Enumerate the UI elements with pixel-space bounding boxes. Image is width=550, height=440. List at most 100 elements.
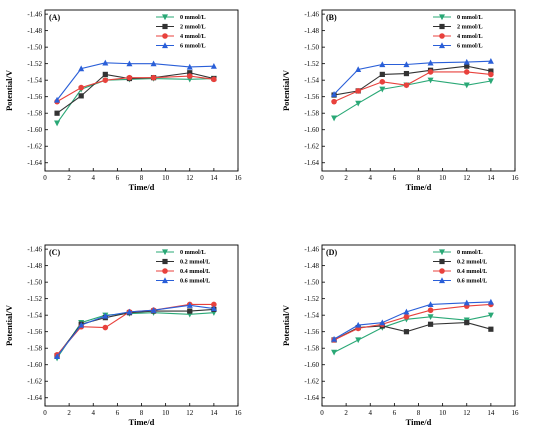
data-point [379,61,386,68]
x-tick-label: 10 [162,409,170,417]
data-point [54,353,61,360]
y-tick-label: -1.46 [304,11,319,19]
chart-panel-3: 0 2 4 6 8 10 12 14 16 -1.46 -1.48 -1.50 -1.52 -1.54 -1… [4,244,243,427]
data-point [464,320,470,326]
series-3 [54,73,217,105]
data-point [102,77,109,83]
data-point [150,307,157,313]
data-point [331,335,338,342]
y-tick-label: -1.60 [27,361,42,369]
legend-marker [439,33,445,39]
x-axis-title: Time/d [406,417,432,427]
chart-panel-4: 0 2 4 6 8 10 12 14 16 -1.46 -1.48 -1.50 -1.52 -1.54 -1… [281,244,519,427]
legend-marker [439,268,445,274]
data-point [427,307,434,314]
data-point [427,59,434,66]
y-tick-label: -1.52 [27,60,42,68]
x-tick-label: 0 [320,174,324,182]
x-tick-label: 16 [235,409,243,417]
legend-label: 0 mmol/L [457,249,483,256]
data-point [427,77,434,84]
legend-marker [439,277,445,284]
y-tick-label: -1.50 [27,279,42,287]
x-tick-label: 14 [487,409,495,417]
legend-label: 4 mmol/L [180,33,206,40]
y-axis-title: Potential/V [4,304,14,346]
data-point [102,71,108,77]
data-point [211,301,217,308]
data-point [78,65,85,72]
y-tick-label: -1.54 [304,312,319,320]
y-tick-label: -1.56 [304,93,319,101]
legend-label: 0.6 mmol/L [180,278,210,285]
legend-label: 2 mmol/L [457,24,483,31]
data-point [487,57,494,64]
x-axis-title: Time/d [129,182,155,192]
y-tick-label: -1.58 [27,110,42,118]
data-point [331,98,337,105]
series-2 [331,320,494,343]
data-point [102,312,109,319]
y-tick-label: -1.48 [27,27,42,35]
legend-marker [439,258,445,265]
data-point [403,329,410,335]
series-line [56,312,214,359]
legend: 0 mmol/L 0.2 mmol/L 0.4 mmol/L 0.6 mmol/L [433,249,487,285]
x-tick-label: 2 [67,409,71,417]
y-tick-label: -1.50 [27,44,42,52]
panel-label: (B) [326,13,337,22]
legend-label: 2 mmol/L [180,24,206,31]
data-point [427,301,434,308]
y-axis-title: Potential/V [281,69,291,111]
y-tick-label: -1.50 [304,279,319,287]
data-point [487,298,494,305]
data-point [355,337,362,344]
x-tick-label: 8 [140,409,144,417]
data-point [150,74,157,81]
data-point [78,84,84,91]
x-tick-label: 4 [369,174,373,182]
chart-panel-1: 0 2 4 6 8 10 12 14 16 -1.46 -1.48 -1.50 -1.52 -1.54 -1… [4,9,243,192]
x-tick-label: 16 [235,174,243,182]
series-1 [331,77,494,122]
x-tick-label: 8 [140,174,144,182]
series-4 [331,298,494,342]
x-tick-label: 2 [344,174,348,182]
x-tick-label: 10 [439,174,447,182]
y-tick-label: -1.64 [304,394,319,402]
data-point [126,74,133,81]
x-tick-label: 12 [463,174,471,182]
x-axis-title: Time/d [129,417,155,427]
x-tick-label: 10 [439,409,447,417]
data-point [78,321,85,328]
data-point [464,63,470,69]
data-point [210,305,217,312]
y-tick-label: -1.48 [304,262,319,270]
data-point [463,82,470,89]
data-point [403,314,410,320]
x-tick-label: 0 [43,174,47,182]
data-point [186,73,193,79]
data-point [487,312,494,319]
data-point [186,302,193,308]
data-point [487,78,494,85]
legend-label: 0 mmol/L [180,249,206,256]
data-point [403,70,410,77]
y-tick-label: -1.46 [304,246,319,254]
data-point [403,82,410,88]
legend-marker [162,268,168,274]
data-point [211,76,217,83]
y-tick-label: -1.54 [27,312,42,320]
y-axis-title: Potential/V [4,69,14,111]
x-tick-label: 6 [393,409,397,417]
x-tick-label: 6 [393,174,397,182]
data-point [331,349,338,356]
x-tick-label: 12 [463,409,471,417]
y-tick-label: -1.58 [304,110,319,118]
data-point [186,63,193,70]
x-tick-label: 12 [186,409,194,417]
legend-label: 4 mmol/L [457,33,483,40]
data-point [126,60,133,67]
y-tick-label: -1.62 [304,143,319,151]
legend-marker [439,23,445,30]
